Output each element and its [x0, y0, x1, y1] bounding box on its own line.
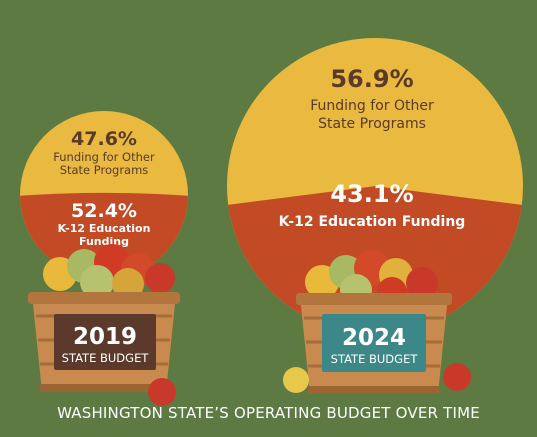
pie-2024-k12-value: 43.1% [330, 180, 413, 208]
plaque-2024-year: 2024 [342, 325, 406, 351]
loose-apple [148, 378, 176, 406]
pie-2019-other-label-line1: Funding for Other [53, 150, 155, 164]
basket-2019-apples [43, 244, 175, 300]
basket-2019: 2019 STATE BUDGET [28, 292, 180, 406]
plaque-2024-caption: STATE BUDGET [331, 352, 419, 366]
pie-2019-other-label-line2: State Programs [60, 163, 149, 177]
basket-2024-base [308, 386, 440, 394]
pie-2019-k12-value: 52.4% [71, 200, 137, 222]
basket-2019-base [40, 384, 168, 392]
footer-caption: WASHINGTON STATE’S OPERATING BUDGET OVER… [57, 404, 480, 422]
chart-2024: 56.9% Funding for Other State Programs 4… [227, 38, 523, 334]
basket-2019-rim [28, 292, 180, 304]
loose-apple [283, 367, 309, 393]
loose-apple [443, 363, 471, 391]
pie-2024-other-label-line1: Funding for Other [310, 98, 434, 114]
pie-2024-k12-label-line1: K-12 Education Funding [279, 214, 466, 230]
pie-2024-other-label-line2: State Programs [318, 116, 426, 132]
plaque-2019-year: 2019 [73, 324, 137, 350]
basket-2024: 2024 STATE BUDGET [283, 293, 471, 394]
plaque-2019 [54, 314, 156, 370]
basket-2024-rim [296, 293, 452, 305]
pie-2024-other-value: 56.9% [330, 65, 413, 93]
basket-2024-apples [305, 250, 438, 307]
plaque-2024 [322, 314, 426, 372]
pie-2019-k12-label-line1: K-12 Education [58, 222, 151, 235]
pie-2019-other-value: 47.6% [71, 128, 137, 150]
apple [145, 263, 175, 293]
apple [406, 267, 438, 299]
apple [80, 265, 114, 299]
plaque-2019-caption: STATE BUDGET [62, 351, 150, 365]
